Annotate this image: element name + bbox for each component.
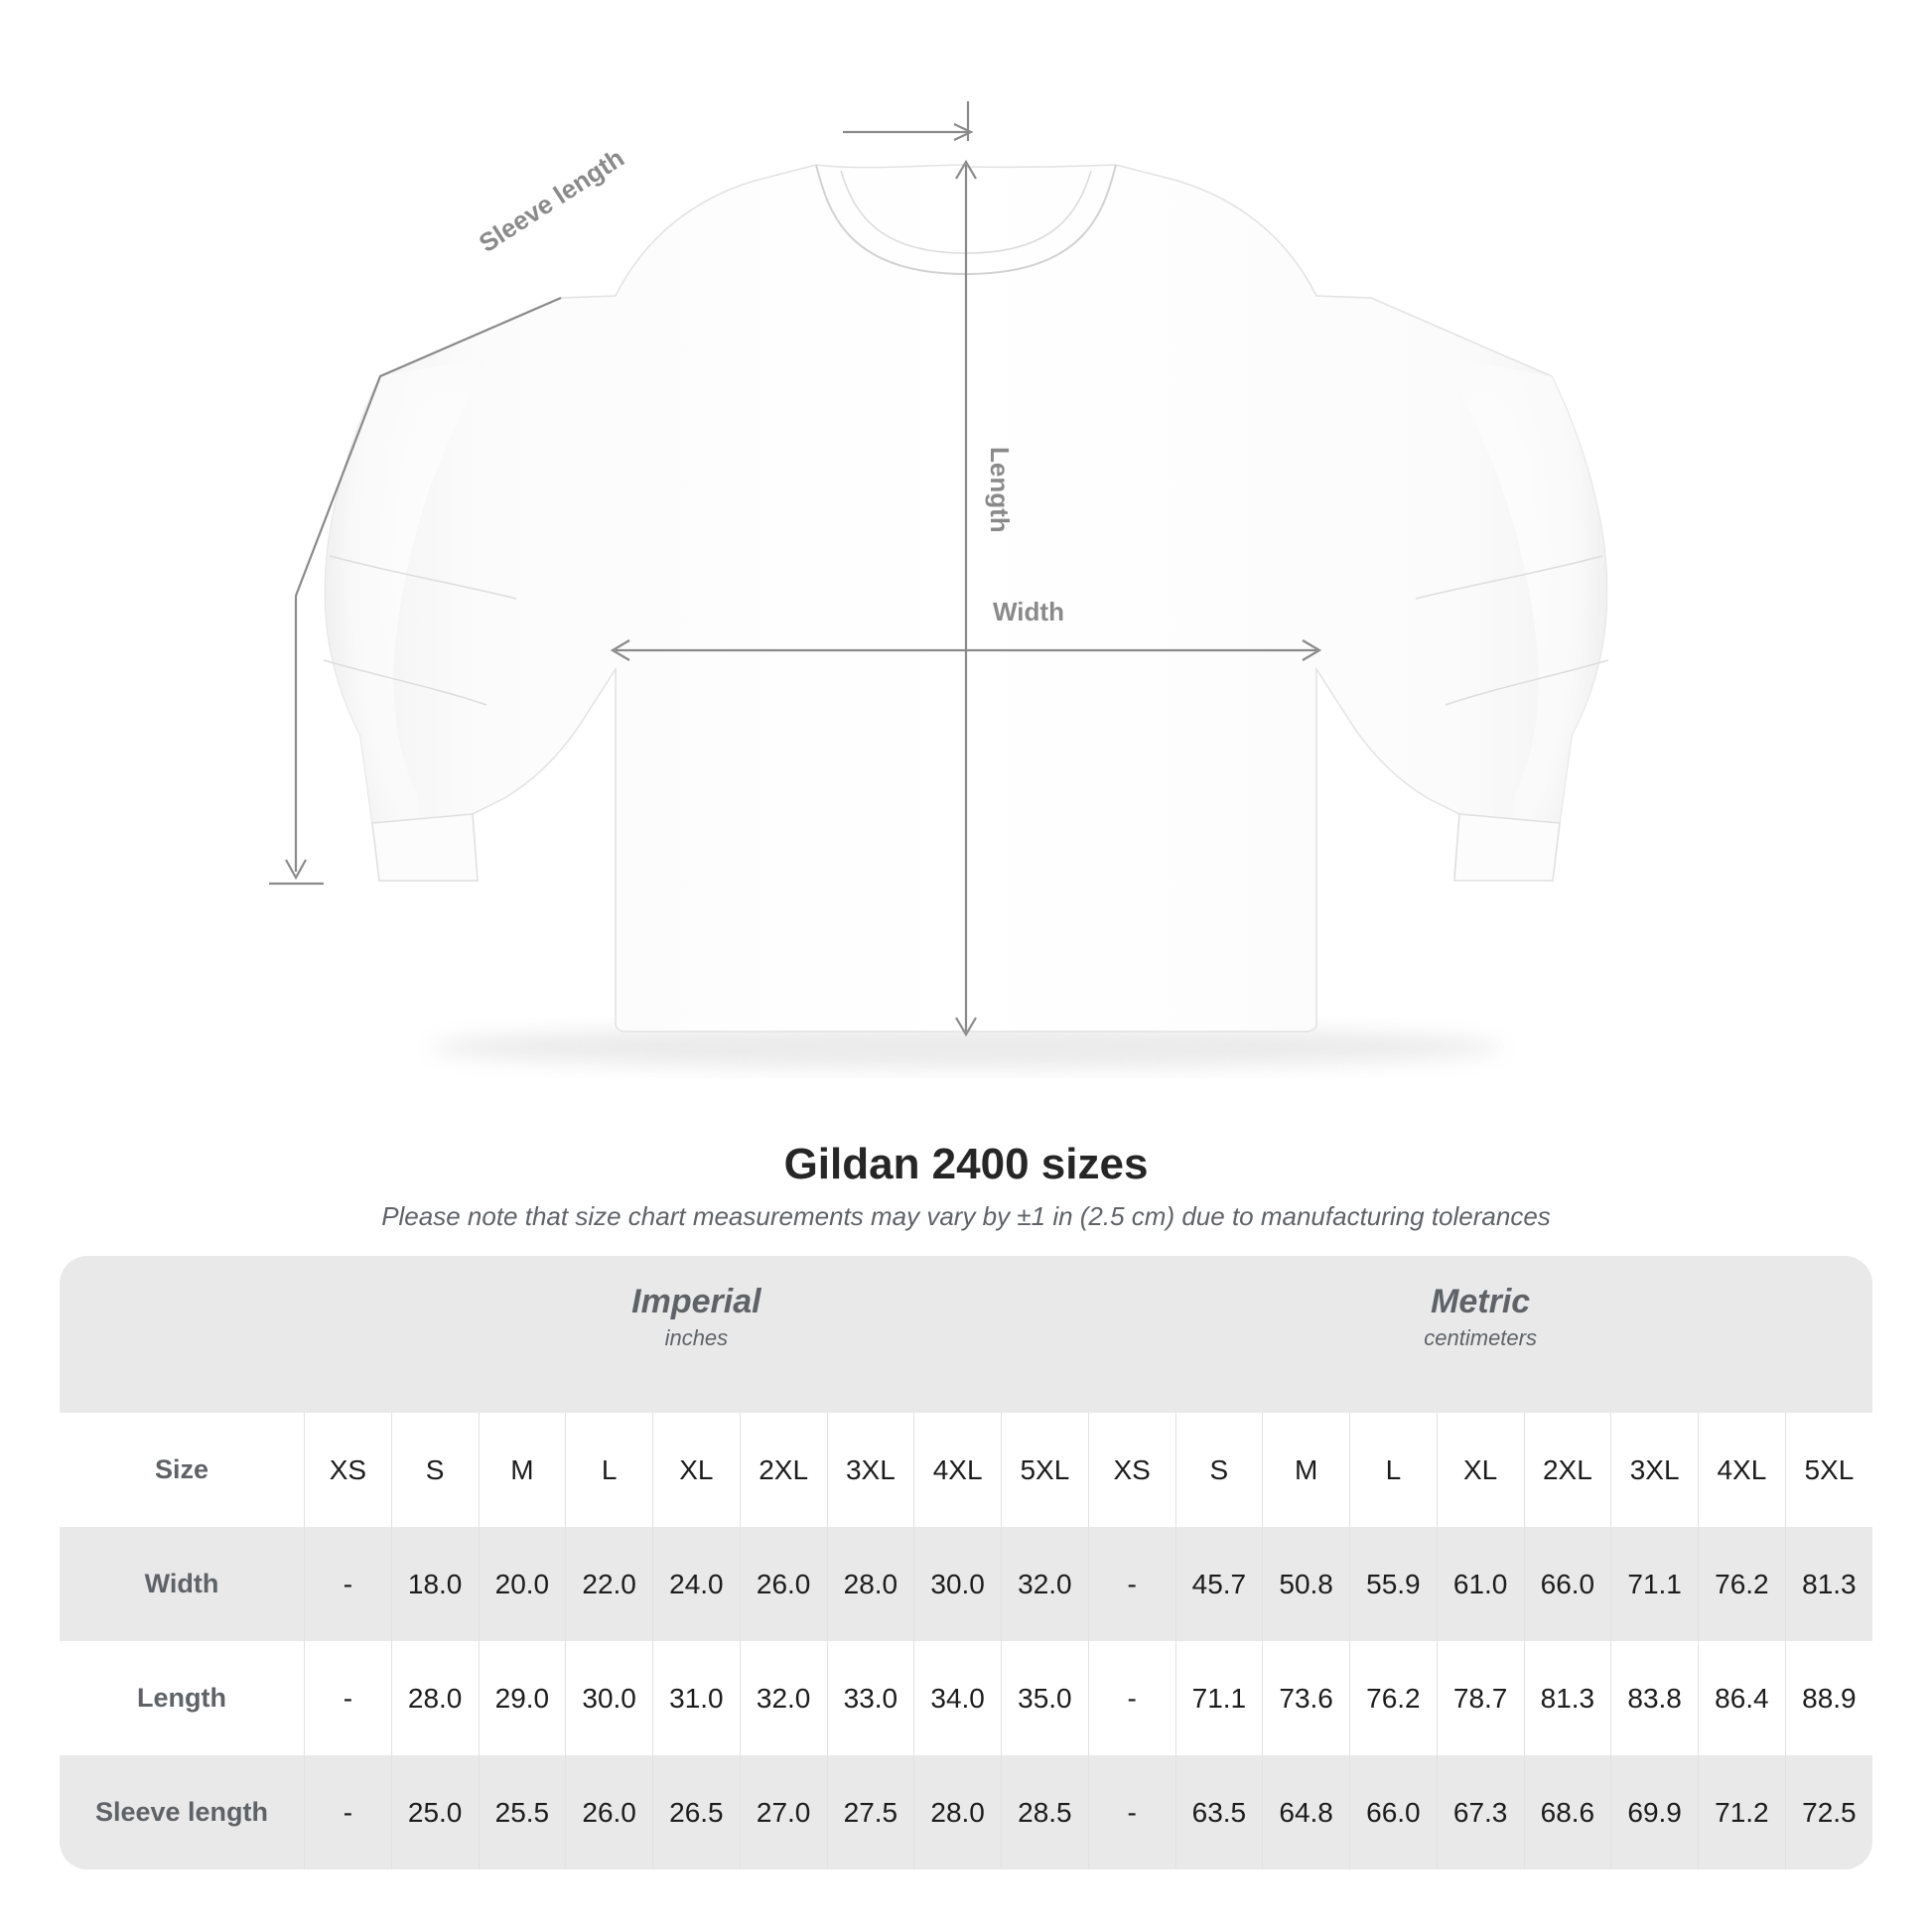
svg-text:Width: Width [993, 597, 1064, 626]
svg-text:Length: Length [985, 447, 1015, 533]
svg-text:Sleeve length: Sleeve length [474, 143, 629, 258]
